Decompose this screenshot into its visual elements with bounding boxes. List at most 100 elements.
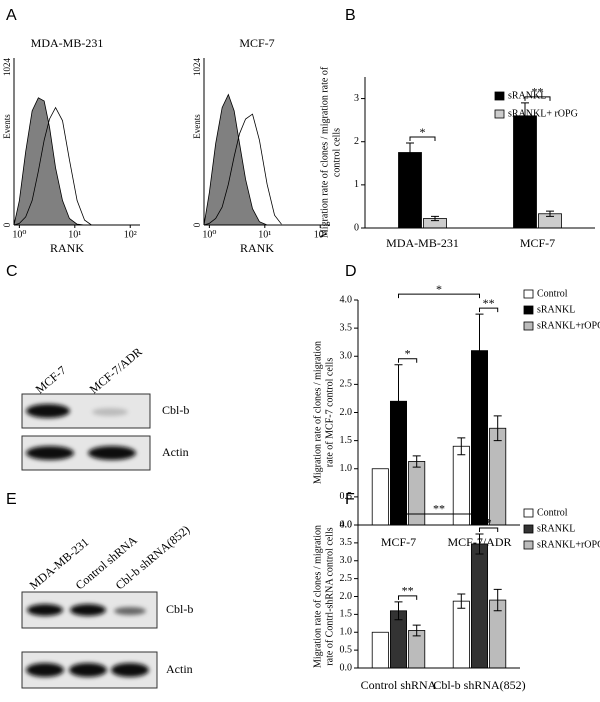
bar xyxy=(489,427,507,526)
band xyxy=(114,607,146,615)
legend-label: sRANKL xyxy=(508,90,546,101)
y-tick-label: 0.5 xyxy=(340,491,353,502)
legend-label: sRANKL xyxy=(537,304,575,315)
legend-swatch xyxy=(523,508,534,518)
y-tick-label: 0.0 xyxy=(340,662,353,673)
bar xyxy=(371,468,389,526)
y-axis-label: Migration rate of clones / migration xyxy=(312,525,323,668)
error-bar xyxy=(546,210,554,217)
bar xyxy=(371,631,389,669)
panel-label: A xyxy=(6,7,17,24)
x-tick-label: Control shRNA xyxy=(361,678,437,692)
panel-label: E xyxy=(6,491,17,508)
y-tick-label: 0 xyxy=(2,222,12,227)
legend-swatch xyxy=(494,109,505,119)
band xyxy=(70,604,106,616)
y-tick-label: 1.5 xyxy=(340,435,353,446)
y-tick-label: 3.0 xyxy=(340,351,353,362)
y-axis-label: Migration rate of clones / migration rat… xyxy=(319,66,330,238)
y-tick-label: 1.5 xyxy=(340,609,353,620)
x-tick-label: MCF-7 xyxy=(520,236,555,250)
x-tick-label: 10² xyxy=(314,229,327,240)
lane-label: Cbl-b shRNA(852) xyxy=(113,522,193,592)
y-tick-label: 1024 xyxy=(192,58,202,77)
panel-label: B xyxy=(345,7,356,24)
significance-label: * xyxy=(486,516,492,530)
x-tick-label: 10⁰ xyxy=(202,229,216,240)
band-label: Actin xyxy=(162,445,189,459)
bar xyxy=(452,600,470,669)
significance-label: * xyxy=(420,125,426,139)
y-tick-label: 2 xyxy=(354,136,359,147)
legend-swatch xyxy=(523,540,534,550)
significance-label: ** xyxy=(483,296,495,310)
chart-title: MDA-MB-231 xyxy=(31,36,104,50)
error-bar xyxy=(457,437,466,456)
significance-bracket xyxy=(398,293,480,299)
legend-label: sRANKL+rOPG xyxy=(537,320,600,331)
band-label: Actin xyxy=(166,662,193,676)
y-tick-label: 1.0 xyxy=(340,627,353,638)
legend-label: Control xyxy=(537,288,568,299)
band-label: Cbl-b xyxy=(162,403,189,417)
panel-label: C xyxy=(6,263,18,280)
legend-swatch xyxy=(494,91,505,101)
band xyxy=(111,663,149,677)
y-tick-label: 2.5 xyxy=(340,379,353,390)
y-axis-label: Migration rate of clones / migration xyxy=(312,341,323,484)
y-tick-label: 2.5 xyxy=(340,573,353,584)
x-axis-label: RANK xyxy=(50,241,84,255)
y-tick-label: 0.0 xyxy=(340,519,353,530)
bar xyxy=(452,445,470,526)
band xyxy=(92,408,128,416)
histogram-curve xyxy=(13,97,92,226)
bar xyxy=(398,152,422,229)
y-tick-label: 1024 xyxy=(2,58,12,77)
significance-bracket xyxy=(409,136,436,142)
band-label: Cbl-b xyxy=(166,602,193,616)
panel-label: F xyxy=(345,491,355,508)
significance-bracket xyxy=(398,358,418,363)
x-tick-label: 10¹ xyxy=(258,229,271,240)
chart-title: MCF-7 xyxy=(239,36,274,50)
histogram-curve xyxy=(203,113,282,226)
significance-label: ** xyxy=(532,85,544,99)
y-tick-label: 3.5 xyxy=(340,322,353,333)
legend-swatch xyxy=(523,524,534,534)
band xyxy=(26,663,64,677)
y-tick-label: 0.5 xyxy=(340,644,353,655)
x-tick-label: 10⁰ xyxy=(12,229,26,240)
histogram-curve xyxy=(203,93,282,226)
x-tick-label: MCF-7 xyxy=(381,535,416,549)
significance-label: * xyxy=(436,282,442,296)
significance-bracket xyxy=(524,96,551,101)
band xyxy=(26,404,70,418)
error-bar xyxy=(475,533,484,555)
legend-label: sRANKL xyxy=(537,523,575,534)
lane-label: MCF-7 xyxy=(33,363,69,396)
significance-label: * xyxy=(405,346,411,360)
significance-bracket xyxy=(479,527,499,532)
y-axis-label: Events xyxy=(2,114,12,139)
band xyxy=(88,446,136,460)
y-tick-label: 1.0 xyxy=(340,463,353,474)
y-tick-label: 3 xyxy=(354,93,359,104)
significance-label: ** xyxy=(433,502,445,516)
band xyxy=(69,663,107,677)
y-tick-label: 4.0 xyxy=(340,294,353,305)
western-blot: MDA-MB-231 Control shRNA Cbl-b shRNA(852… xyxy=(21,522,193,689)
error-bar xyxy=(431,215,439,222)
error-bar xyxy=(394,364,403,439)
lane-label: MCF-7/ADR xyxy=(87,345,145,397)
panel-label: D xyxy=(345,263,357,280)
error-bar xyxy=(394,601,403,621)
legend-label: Control xyxy=(537,507,568,518)
y-tick-label: 3.0 xyxy=(340,555,353,566)
error-bar xyxy=(406,142,414,163)
x-axis-label: RANK xyxy=(240,241,274,255)
x-tick-label: 10² xyxy=(124,229,137,240)
band xyxy=(27,604,63,616)
band xyxy=(26,446,74,460)
significance-bracket xyxy=(479,307,499,313)
legend-swatch xyxy=(523,321,534,331)
